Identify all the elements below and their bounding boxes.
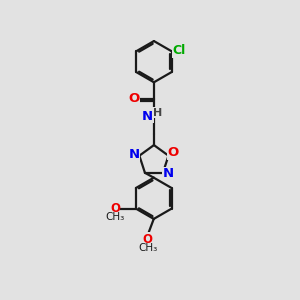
Text: Cl: Cl	[172, 44, 186, 57]
Text: CH₃: CH₃	[105, 212, 124, 222]
Text: O: O	[143, 233, 153, 246]
Text: N: N	[142, 110, 153, 123]
Text: O: O	[128, 92, 139, 106]
Text: H: H	[153, 108, 162, 118]
Text: O: O	[110, 202, 120, 215]
Text: O: O	[168, 146, 179, 159]
Text: CH₃: CH₃	[138, 243, 158, 253]
Text: N: N	[128, 148, 140, 161]
Text: N: N	[163, 167, 174, 180]
